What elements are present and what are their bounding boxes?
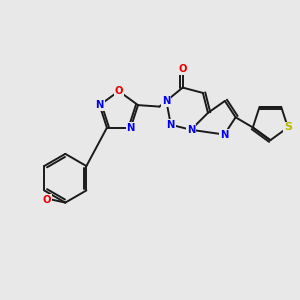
Text: N: N xyxy=(167,120,175,130)
Text: N: N xyxy=(220,130,229,140)
Text: N: N xyxy=(187,125,195,135)
Text: O: O xyxy=(115,86,123,96)
Text: N: N xyxy=(162,96,170,106)
Text: N: N xyxy=(127,123,135,133)
Text: N: N xyxy=(95,100,104,110)
Text: O: O xyxy=(178,64,187,74)
Text: O: O xyxy=(43,195,51,205)
Text: S: S xyxy=(284,122,292,133)
